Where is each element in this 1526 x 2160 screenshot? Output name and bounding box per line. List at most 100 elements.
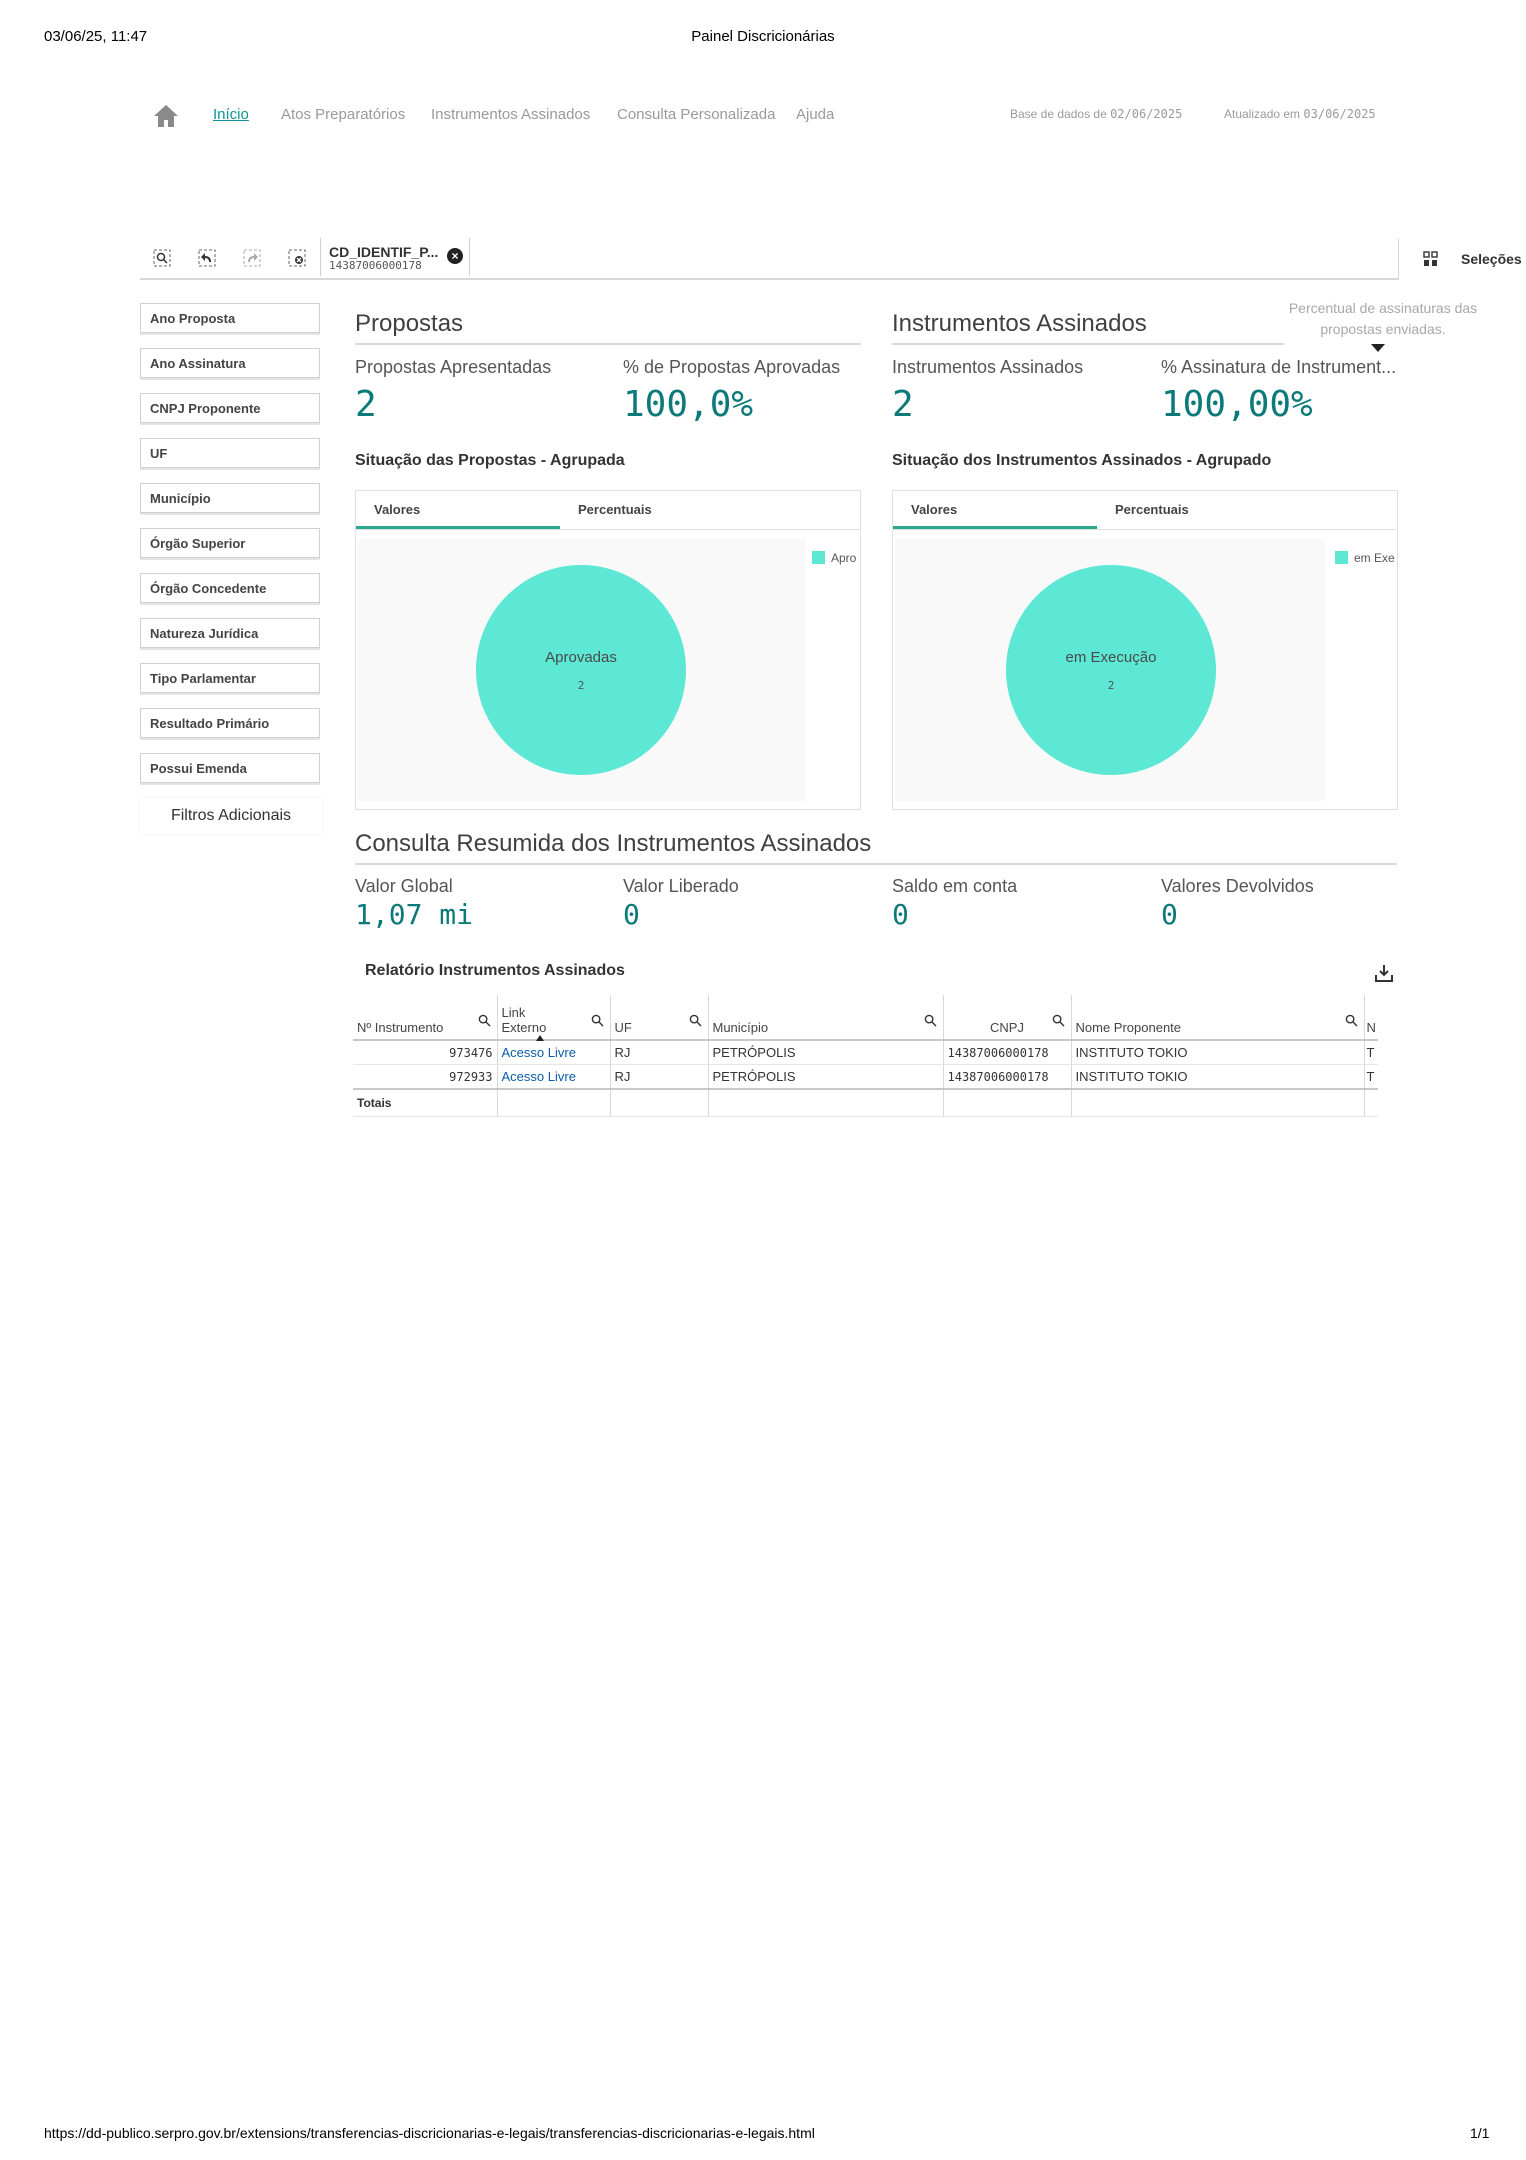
instrumentos-title: Instrumentos Assinados [892,310,1147,337]
filter-orgao-superior[interactable]: Órgão Superior [140,528,320,558]
search-icon[interactable] [1345,1014,1358,1027]
propostas-divider [355,343,861,345]
filter-resultado-primario[interactable]: Resultado Primário [140,708,320,738]
filter-tipo-parlamentar[interactable]: Tipo Parlamentar [140,663,320,693]
col-header-municipio[interactable]: Município [708,995,944,1041]
step-back-icon[interactable] [197,248,217,268]
col-header-instrumento[interactable]: Nº Instrumento [353,995,498,1041]
propostas-title: Propostas [355,310,464,337]
cell-uf: RJ [610,1064,709,1090]
col-header-label: N [1366,1020,1376,1035]
tab-percentuais[interactable]: Percentuais [1115,502,1189,517]
search-icon[interactable] [478,1014,491,1027]
tab-valores[interactable]: Valores [893,491,1097,529]
tooltip-arrow [1371,344,1385,352]
selection-toolbar: CD_IDENTIF_P... 14387006000178 × Seleçõe… [140,238,1522,280]
clear-selections-icon[interactable] [287,248,307,268]
cell-municipio: PETRÓPOLIS [708,1064,944,1090]
table-row[interactable]: 972933 Acesso Livre RJ PETRÓPOLIS 143870… [353,1064,1378,1090]
home-icon[interactable] [152,103,180,129]
search-icon[interactable] [689,1014,702,1027]
legend-swatch [1335,551,1348,564]
filter-cnpj-proponente[interactable]: CNPJ Proponente [140,393,320,423]
instrumentos-chart: Valores Percentuais em Execução 2 em Exe [892,490,1398,810]
pie-slice-value: 2 [577,679,585,692]
totals-cell [497,1088,611,1117]
legend-swatch [812,551,825,564]
propostas-chart-title: Situação das Propostas - Agrupada [355,452,625,469]
cell-municipio: PETRÓPOLIS [708,1040,944,1065]
col-header-uf[interactable]: UF [610,995,709,1041]
valores-devolvidos-value: 0 [1161,898,1178,931]
close-icon[interactable]: × [447,248,463,264]
filtros-adicionais-button[interactable]: Filtros Adicionais [140,798,322,834]
nav-atos-preparatorios[interactable]: Atos Preparatórios [281,106,406,123]
nav-inicio[interactable]: Início [213,106,249,123]
totals-cell [1071,1088,1365,1117]
updated-date-value: 03/06/2025 [1303,107,1376,121]
pie-slice-em-execucao[interactable]: em Execução 2 [1006,565,1216,775]
cell-link-externo[interactable]: Acesso Livre [497,1064,611,1090]
cell-nome-proponente: INSTITUTO TOKIO [1071,1040,1365,1065]
print-datetime: 03/06/25, 11:47 [44,28,148,45]
valor-liberado-label: Valor Liberado [623,876,739,896]
nav-instrumentos-assinados[interactable]: Instrumentos Assinados [431,106,591,123]
col-header-nome-proponente[interactable]: Nome Proponente [1071,995,1365,1041]
search-icon[interactable] [591,1014,604,1027]
instrumentos-divider [892,343,1284,345]
selection-chip[interactable]: CD_IDENTIF_P... 14387006000178 × [320,238,470,276]
selections-button[interactable]: Seleções [1398,238,1526,278]
valores-devolvidos-label: Valores Devolvidos [1161,876,1314,896]
search-icon[interactable] [1052,1014,1065,1027]
pie-slice-aprovadas[interactable]: Aprovadas 2 [476,565,686,775]
valor-liberado-value: 0 [623,898,640,931]
plot-area: em Execução 2 [895,539,1325,801]
col-header-link-externo[interactable]: Link Externo [497,995,611,1041]
totals-label: Totais [353,1088,498,1117]
updated-date-label: Atualizado em [1224,107,1304,121]
totals-row: Totais [353,1088,1378,1117]
table-row[interactable]: 973476 Acesso Livre RJ PETRÓPOLIS 143870… [353,1040,1378,1065]
smart-search-icon[interactable] [152,248,172,268]
assinatura-percent-value: 100,00% [1161,384,1313,425]
consulta-title: Consulta Resumida dos Instrumentos Assin… [355,830,872,857]
propostas-apresentadas-value: 2 [355,384,377,425]
filter-ano-proposta[interactable]: Ano Proposta [140,303,320,333]
cell-link-externo[interactable]: Acesso Livre [497,1040,611,1065]
col-header-truncated[interactable]: N [1364,995,1378,1041]
search-icon[interactable] [924,1014,937,1027]
print-page-title: Painel Discricionárias [691,28,835,45]
download-icon[interactable] [1374,963,1394,983]
col-header-cnpj[interactable]: CNPJ [943,995,1072,1041]
col-header-label: Nº Instrumento [357,1020,444,1035]
pie-slice-value: 2 [1107,679,1115,692]
filter-uf[interactable]: UF [140,438,320,468]
cell-truncated: T [1364,1064,1378,1090]
totals-cell [610,1088,709,1117]
database-date: Base de dados de 02/06/2025 [1010,107,1182,121]
tab-percentuais[interactable]: Percentuais [578,502,652,517]
nav-ajuda[interactable]: Ajuda [796,106,835,123]
filter-ano-assinatura[interactable]: Ano Assinatura [140,348,320,378]
selections-grid-icon [1423,251,1438,266]
nav-consulta-personalizada[interactable]: Consulta Personalizada [617,106,776,123]
propostas-apresentadas-label: Propostas Apresentadas [355,357,552,377]
filter-orgao-concedente[interactable]: Órgão Concedente [140,573,320,603]
selections-label: Seleções [1461,251,1522,267]
filter-natureza-juridica[interactable]: Natureza Jurídica [140,618,320,648]
tab-valores[interactable]: Valores [356,491,560,529]
cell-cnpj: 14387006000178 [943,1040,1072,1065]
propostas-aprovadas-label: % de Propostas Aprovadas [623,357,841,377]
filter-possui-emenda[interactable]: Possui Emenda [140,753,320,783]
assinatura-percent-label: % Assinatura de Instrument... [1161,357,1397,377]
legend-item-em-execucao[interactable]: em Exe [1354,551,1395,565]
cell-uf: RJ [610,1040,709,1065]
saldo-em-conta-label: Saldo em conta [892,876,1018,896]
pie-slice-label: em Execução [1065,649,1157,666]
totals-cell [943,1088,1072,1117]
step-forward-icon[interactable] [242,248,262,268]
filter-municipio[interactable]: Município [140,483,320,513]
print-url: https://dd-publico.serpro.gov.br/extensi… [44,2125,815,2141]
legend-item-aprovadas[interactable]: Apro [831,551,857,565]
cell-nome-proponente: INSTITUTO TOKIO [1071,1064,1365,1090]
